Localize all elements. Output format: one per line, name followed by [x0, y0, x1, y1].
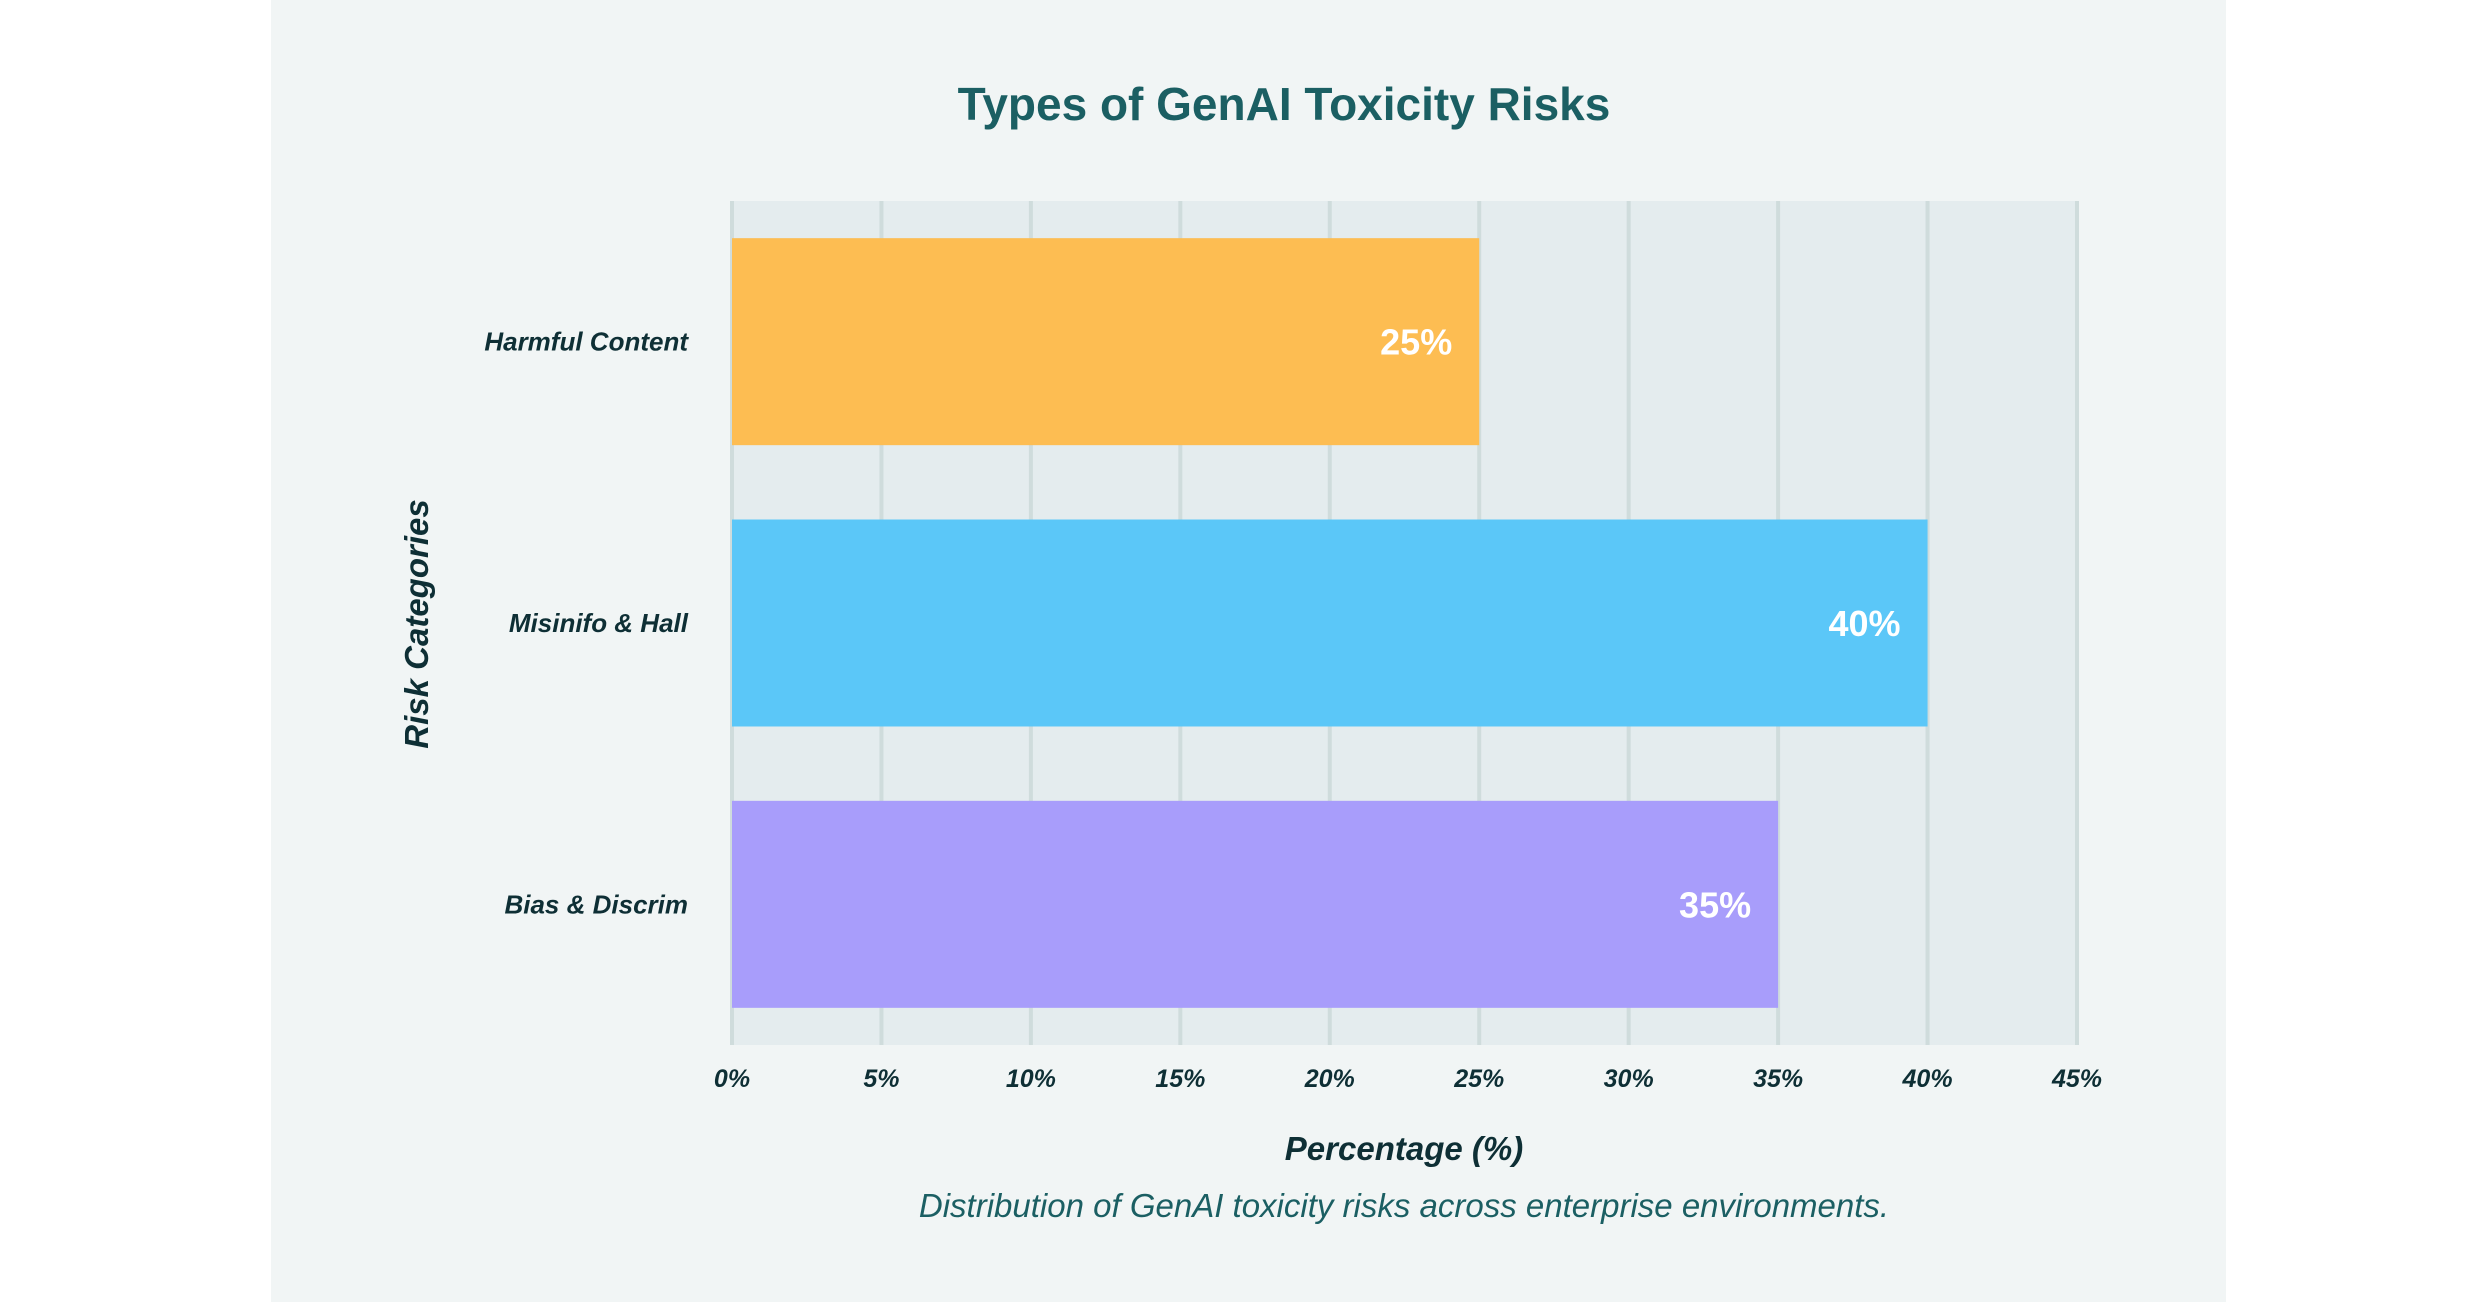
x-tick-label: 0% — [714, 1065, 750, 1093]
x-tick-label: 5% — [863, 1065, 899, 1093]
x-tick-label: 35% — [1753, 1065, 1803, 1093]
x-axis-title: Percentage (%) — [1285, 1130, 1523, 1167]
x-tick-labels: 0% 5% 10% 15% 20% 25% 30% 35% 40% 45% — [714, 1065, 2102, 1093]
bars: 25% 40% 35% — [732, 238, 1928, 1008]
y-axis-title: Risk Categories — [398, 499, 435, 748]
category-label: Bias & Discrim — [504, 889, 688, 919]
x-tick-label: 15% — [1155, 1065, 1205, 1093]
category-label: Misinifo & Hall — [509, 608, 689, 638]
x-tick-label: 45% — [2051, 1065, 2102, 1093]
chart-title: Types of GenAI Toxicity Risks — [958, 78, 1611, 130]
bar-value-label: 40% — [1828, 603, 1900, 644]
category-labels: Harmful Content Misinifo & Hall Bias & Dis… — [484, 327, 689, 920]
bar-2 — [732, 519, 1928, 727]
x-tick-label: 40% — [1902, 1065, 1953, 1093]
category-label: Harmful Content — [484, 327, 689, 357]
x-tick-label: 10% — [1006, 1065, 1056, 1093]
bar-1 — [732, 238, 1480, 446]
chart-caption: Distribution of GenAI toxicity risks acr… — [919, 1187, 1889, 1224]
bar-3 — [732, 800, 1779, 1008]
x-tick-label: 20% — [1304, 1065, 1355, 1093]
x-tick-label: 25% — [1453, 1065, 1504, 1093]
x-tick-label: 30% — [1604, 1065, 1654, 1093]
bar-value-label: 35% — [1679, 884, 1751, 925]
bar-value-label: 25% — [1380, 322, 1452, 363]
